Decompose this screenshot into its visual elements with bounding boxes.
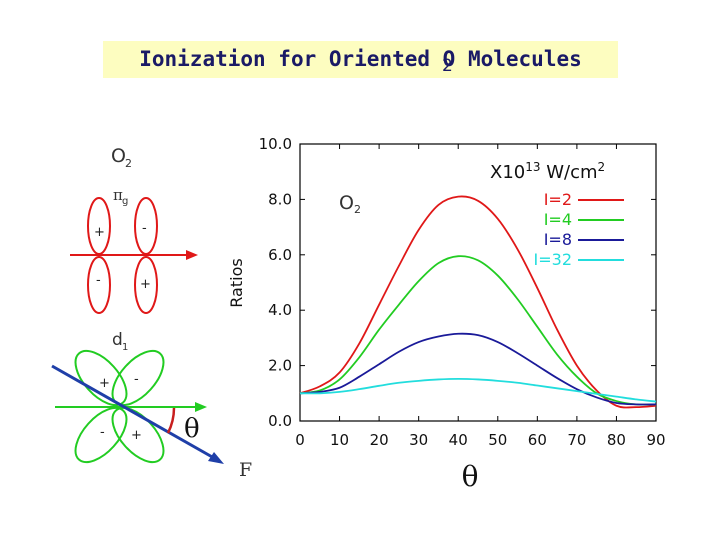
x-tick-label: 20: [370, 431, 389, 449]
d-axis-arrowhead: [195, 402, 207, 412]
pi-axis-arrowhead: [186, 250, 198, 260]
orbital-pi-sub: g: [122, 196, 128, 207]
pi-lobe-bottom-left: [87, 256, 111, 314]
diagram-molecule-label: O: [111, 145, 126, 167]
theta-arc: [166, 407, 176, 434]
orbital-d-sub: 1: [122, 342, 128, 353]
orbital-diagram: O 2 π g + - - + d 1 + - - + θ F: [51, 145, 252, 481]
legend-label: I=8: [544, 230, 572, 249]
plot-molecule-label: O: [339, 192, 354, 214]
y-axis-ticks: 0.0 2.0 4.0 6.0 8.0 10.0: [259, 135, 656, 430]
pi-sign-minus-2: -: [96, 273, 101, 288]
field-vector-line: [51, 364, 215, 460]
x-axis-ticks: 0 10 20 30 40 50 60 70 80 90: [295, 144, 666, 449]
chart-legend: I=2I=4I=8I=32: [534, 190, 624, 269]
ratio-chart: 0 10 20 30 40 50 60 70 80 90 0.02.04.06.08.010.0 …: [227, 135, 666, 493]
orbital-pi-label: π: [113, 186, 123, 204]
x-axis-label: θ: [462, 460, 479, 493]
legend-label: I=2: [544, 190, 572, 209]
d-lobe-top-left: [74, 349, 128, 407]
field-vector-arrowhead: [208, 452, 224, 464]
title-banner: Ionization for Oriented O Molecules: [103, 41, 618, 78]
y-tick-label: 2.0: [268, 357, 292, 375]
series-line-i-32: [299, 377, 657, 403]
d-sign-plus-2: +: [131, 428, 142, 443]
intensity-units: X1013 W/cm2: [490, 160, 605, 183]
series-line-i-2: [299, 195, 657, 409]
theta-symbol: θ: [184, 414, 200, 444]
field-label: F: [239, 459, 252, 481]
slide-title-subscript: 2: [442, 56, 453, 76]
diagram-molecule-sub: 2: [125, 157, 132, 170]
x-tick-label: 80: [607, 431, 626, 449]
x-tick-label: 90: [646, 431, 665, 449]
slide-title: Ionization for Oriented O Molecules: [139, 47, 582, 71]
x-tick-label: 10: [330, 431, 349, 449]
y-tick-label: 8.0: [268, 190, 292, 208]
data-series: [299, 195, 657, 409]
series-line-i-4: [299, 255, 657, 406]
d-sign-minus-2: -: [100, 425, 105, 440]
pi-sign-plus-1: +: [94, 225, 105, 240]
x-tick-label: 0: [295, 431, 305, 449]
legend-label: I=4: [544, 210, 572, 229]
legend-label: I=32: [534, 250, 572, 269]
x-tick-label: 60: [528, 431, 547, 449]
y-axis-label: Ratios: [227, 258, 246, 307]
x-tick-label: 40: [449, 431, 468, 449]
y-tick-label: 10.0: [259, 135, 292, 153]
x-tick-label: 30: [409, 431, 428, 449]
x-tick-label: 70: [567, 431, 586, 449]
series-line-i-8: [299, 332, 657, 406]
d-sign-plus-1: +: [99, 376, 110, 391]
plot-molecule-sub: 2: [354, 203, 361, 216]
x-tick-label: 50: [488, 431, 507, 449]
plot-frame: [299, 143, 657, 422]
y-tick-label: 0.0: [268, 412, 292, 430]
pi-sign-minus-1: -: [142, 221, 147, 236]
y-tick-label: 6.0: [268, 246, 292, 264]
orbital-d-label: d: [112, 330, 123, 350]
d-sign-minus-1: -: [134, 372, 139, 387]
d-lobe-bottom-left: [74, 406, 128, 464]
pi-sign-plus-2: +: [140, 277, 151, 292]
y-tick-label: 4.0: [268, 301, 292, 319]
pi-lobe-bottom-right: [134, 256, 158, 314]
